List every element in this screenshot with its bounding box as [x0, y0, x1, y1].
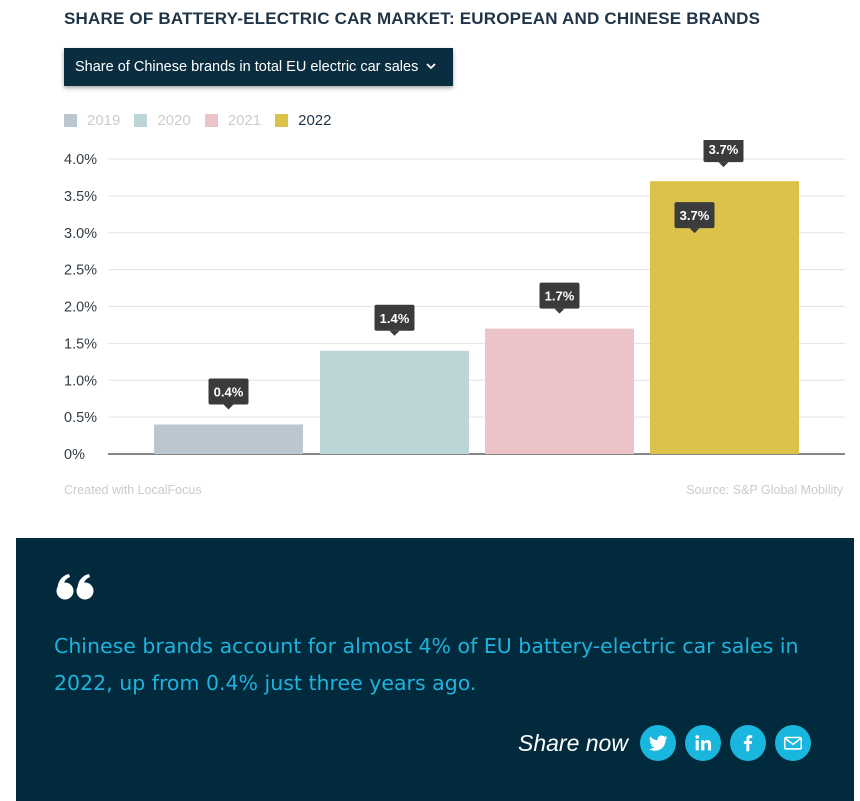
y-tick-label: 3.5%	[64, 189, 97, 205]
data-label-text: 3.7%	[709, 142, 739, 157]
legend-item-2021[interactable]: 2021	[204, 111, 262, 129]
data-label-box	[374, 304, 415, 331]
data-label-text: 1.7%	[545, 289, 575, 304]
data-label-text: 1.4%	[380, 311, 410, 326]
quote-mark-icon	[56, 574, 94, 600]
legend-item-2019[interactable]: 2019	[64, 112, 120, 129]
y-tick-label: 1.5%	[64, 336, 97, 352]
bar-2019	[154, 424, 303, 454]
share-facebook-button[interactable]	[730, 725, 766, 761]
legend-swatch-2022	[275, 113, 289, 127]
y-tick-label: 0%	[64, 447, 85, 463]
data-label-2022: 3.7%	[674, 202, 715, 234]
data-label-box	[539, 282, 580, 309]
share-now-label: Share now	[518, 730, 628, 756]
legend-item-2022[interactable]: 2022	[275, 111, 332, 129]
chart-credit[interactable]: Created with LocalFocus	[64, 483, 202, 497]
data-label-pointer	[223, 404, 234, 410]
legend-item-2020[interactable]: 2020	[134, 111, 191, 129]
legend-label-2019: 2019	[87, 111, 121, 129]
data-label-pointer	[389, 330, 400, 336]
chart-title: SHARE OF BATTERY-ELECTRIC CAR MARKET: EU…	[64, 9, 761, 28]
chart-legend: 2019 2020 2021 2022	[64, 110, 346, 130]
email-icon	[783, 736, 803, 750]
data-label-box	[208, 378, 249, 405]
y-tick-label: 1.0%	[64, 373, 97, 389]
legend-label-2020: 2020	[157, 111, 191, 129]
data-label-2021: 1.7%	[539, 282, 580, 314]
legend-swatch-2020	[134, 113, 148, 127]
bar-2021	[485, 328, 634, 454]
data-label-text: 3.7%	[680, 208, 710, 223]
data-label-text: 0.4%	[214, 385, 244, 400]
data-label-pointer	[689, 228, 700, 234]
data-label-pointer	[718, 162, 729, 168]
bar-2022	[650, 181, 799, 454]
legend-label-2021: 2021	[227, 111, 262, 129]
data-label-pointer	[554, 308, 565, 314]
data-label-box	[674, 202, 715, 229]
bar-2020	[320, 350, 469, 454]
data-label-2019: 0.4%	[208, 378, 249, 410]
share-email-button[interactable]	[775, 725, 811, 761]
y-tick-label: 2.0%	[64, 300, 97, 316]
y-tick-label: 2.5%	[64, 263, 97, 279]
legend-swatch-2019	[64, 113, 77, 127]
quote-text: Chinese brands account for almost 4% of …	[54, 634, 799, 695]
data-label-box	[703, 140, 744, 163]
legend-swatch-2021	[204, 113, 218, 127]
y-tick-label: 0.5%	[64, 410, 97, 426]
chart-source: Source: S&P Global Mobility	[686, 483, 843, 497]
hover-tooltip-2022: 3.7%	[703, 140, 744, 168]
facebook-icon	[743, 735, 753, 752]
share-linkedin-button[interactable]	[685, 725, 721, 761]
quote-panel: Chinese brands account for almost 4% of …	[16, 538, 854, 801]
y-tick-label: 4.0%	[64, 152, 97, 168]
legend-label-2022: 2022	[298, 111, 332, 129]
y-tick-label: 3.0%	[64, 226, 97, 242]
share-twitter-button[interactable]	[640, 725, 676, 761]
series-dropdown[interactable]: Share of Chinese brands in total EU elec…	[64, 48, 453, 86]
twitter-icon	[649, 735, 668, 751]
chevron-down-icon	[426, 63, 436, 70]
dropdown-selected-label: Share of Chinese brands in total EU elec…	[75, 59, 419, 75]
bar-chart: 4.0% 3.5% 3.0% 2.5% 2.0% 1.5% 1.0% 0.5% 0% 0.4% 1.…	[64, 140, 845, 463]
data-label-2020: 1.4%	[374, 304, 415, 336]
linkedin-icon	[695, 735, 712, 751]
